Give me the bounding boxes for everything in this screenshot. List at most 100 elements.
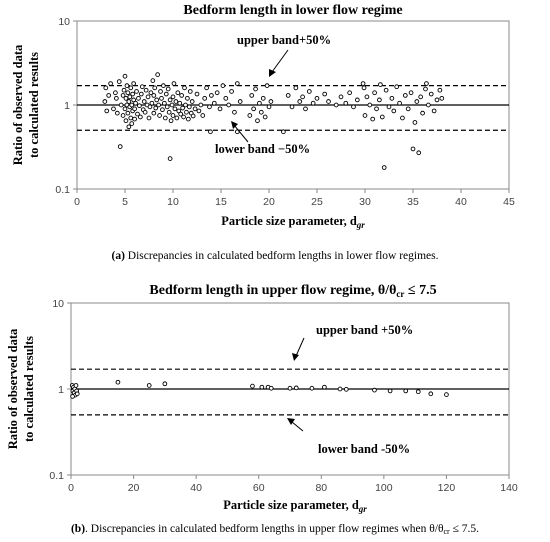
chart-a-data-point: [306, 89, 312, 94]
chart-a-data-point: [146, 115, 152, 121]
chart-a-data-point: [114, 110, 120, 116]
chart-b-data-point: [70, 394, 75, 399]
chart-a-data-point: [289, 104, 295, 110]
chart-a-data-point: [300, 94, 305, 100]
chart-b-ytick-label: 1: [58, 384, 64, 396]
chart-a-ytick-label: 10: [58, 16, 70, 28]
chart-a-xlabel: Particle size parameter, dgr: [221, 214, 365, 230]
chart-b-xtick-label: 80: [315, 482, 327, 494]
chart-a-xtick-label: 30: [359, 196, 371, 208]
chart-a-data-point: [202, 95, 208, 101]
chart-a-data-point: [162, 100, 167, 106]
chart-b-data-point: [146, 383, 152, 388]
chart-b-data-point: [415, 389, 421, 395]
chart-a-data-point: [149, 100, 155, 106]
chart-a-data-point: [126, 124, 132, 130]
chart-a-data-point: [420, 110, 425, 116]
chart-a-data-point: [194, 91, 200, 97]
chart-a-data-point: [166, 109, 172, 115]
chart-a-data-point: [251, 106, 256, 112]
chart-a-data-point: [131, 97, 136, 103]
chart-a-data-point: [172, 106, 178, 112]
chart-a-data-point: [408, 90, 414, 96]
chart-a-data-point: [418, 94, 424, 100]
chart-a-data-point: [374, 106, 379, 112]
chart-a-data-point: [128, 115, 134, 121]
chart-a-data-point: [434, 97, 440, 103]
chart-a-data-point: [207, 104, 212, 110]
chart-a-data-point: [338, 94, 344, 100]
chart-a-data-point: [220, 83, 226, 88]
chart-a-data-point: [175, 90, 181, 96]
chart-a-data-point: [177, 100, 183, 106]
chart-b-ylabel-line2: to calculated results: [22, 336, 36, 442]
chart-a-data-point: [255, 118, 260, 124]
chart-a-data-point: [410, 146, 416, 152]
chart-a-data-point: [192, 106, 198, 112]
chart-a-data-point: [153, 105, 159, 111]
chart-a-data-point: [133, 100, 138, 106]
chart-a-data-point: [184, 109, 189, 115]
chart-b-data-point: [115, 379, 121, 385]
chart-a-data-point: [423, 86, 428, 92]
chart-a-data-point: [186, 104, 192, 110]
chart-a-data-point: [378, 82, 383, 87]
chart-b-data-point: [259, 384, 265, 390]
chart-b-data-point: [309, 385, 315, 391]
chart-a-upper-arrow: [271, 49, 289, 73]
chart-a-data-point: [136, 95, 141, 101]
chart-b-data-point: [162, 381, 168, 387]
chart-a-data-point: [209, 93, 214, 98]
chart-a-data-point: [402, 93, 408, 98]
chart-a-data-point: [139, 84, 145, 90]
chart-a-data-point: [377, 97, 382, 103]
chart-b-title: Bedform length in upper flow regime, θ/θ…: [149, 283, 436, 299]
chart-a-data-point: [102, 99, 108, 104]
chart-a-title: Bedform length in lower flow regime: [183, 3, 402, 18]
chart-a-data-point: [360, 81, 366, 86]
chart-b-xtick-label: 140: [500, 482, 518, 494]
chart-a-lower-arrowhead: [231, 121, 238, 129]
chart-a-data-point: [383, 87, 389, 93]
chart-a-data-point: [217, 106, 223, 112]
chart-b-ytick-label: 0.1: [49, 470, 64, 482]
chart-a-data-point: [293, 85, 299, 91]
chart-a-data-point: [190, 113, 196, 119]
chart-a-data-point: [114, 95, 119, 101]
chart-a-data-point: [122, 106, 128, 112]
chart-a-data-point: [234, 81, 240, 86]
chart-a-data-point: [181, 114, 186, 120]
chart-a-data-point: [145, 94, 151, 100]
chart-a-data-point: [155, 72, 160, 77]
chart-a-xtick-label: 45: [503, 196, 515, 208]
chart-lower-flow-regime: Bedform length in lower flow regime 0 5 10…: [11, 3, 515, 230]
chart-a-data-point: [125, 110, 131, 116]
chart-a-xtick-label: 20: [263, 196, 275, 208]
chart-a-data-point: [163, 91, 169, 97]
chart-a-data-point: [414, 99, 420, 104]
chart-a-data-point: [431, 108, 437, 114]
chart-a-data-point: [386, 104, 392, 110]
chart-a-lower-arrow: [233, 124, 249, 143]
chart-a-data-point: [118, 102, 124, 108]
chart-a-data-point: [141, 99, 147, 104]
chart-a-data-point: [120, 113, 126, 118]
chart-a-data-point: [208, 129, 213, 135]
chart-a-data-point: [361, 85, 367, 91]
chart-a-data-point: [310, 100, 316, 106]
chart-a-data-point: [108, 81, 113, 86]
chart-a-data-point: [165, 86, 171, 92]
chart-a-data-point: [229, 89, 234, 94]
chart-a-data-point: [439, 95, 445, 101]
chart-a-ytick-label: 1: [64, 100, 70, 112]
chart-a-data-point: [129, 121, 135, 126]
chart-a-data-point: [160, 107, 165, 113]
chart-a-data-point: [157, 113, 162, 118]
chart-b-xlabel: Particle size parameter, dgr: [223, 498, 367, 514]
chart-a-xtick-label: 0: [74, 196, 80, 208]
chart-a-data-point: [167, 97, 173, 103]
chart-a-data-point: [412, 120, 418, 125]
chart-a-data-point: [174, 115, 180, 121]
chart-a-data-point: [116, 79, 122, 84]
chart-a-data-point: [351, 104, 356, 110]
